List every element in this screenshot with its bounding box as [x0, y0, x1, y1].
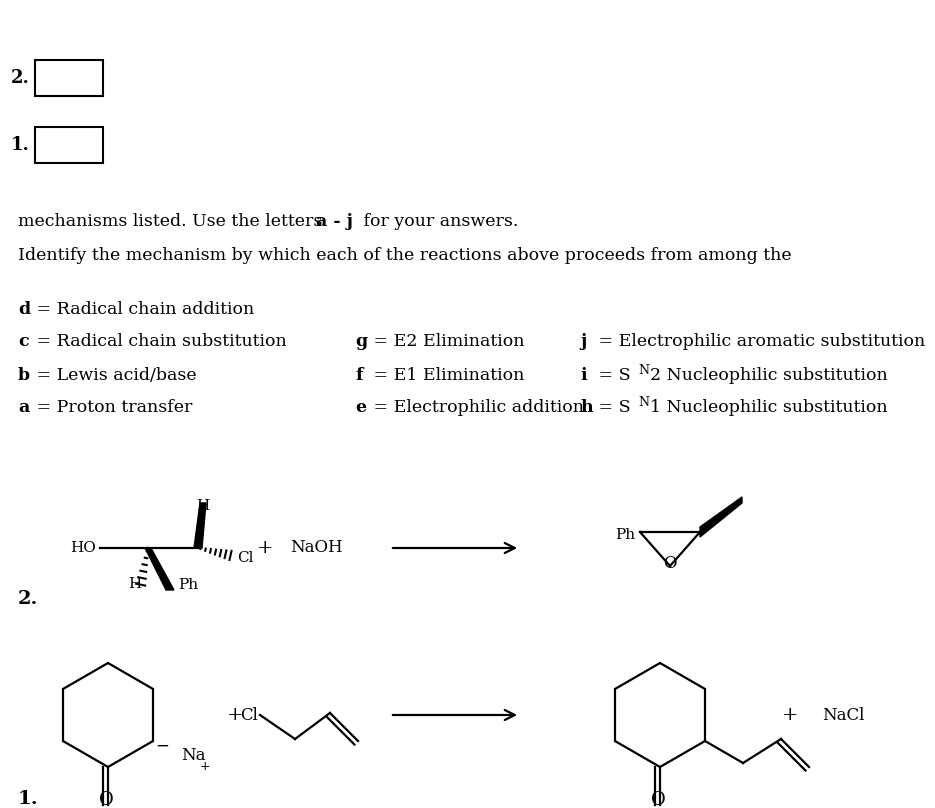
Text: f: f	[355, 367, 363, 384]
Text: 1.: 1.	[11, 136, 30, 154]
Text: −: −	[155, 737, 169, 755]
Text: O: O	[663, 555, 677, 572]
Text: b: b	[18, 367, 30, 384]
Text: = E1 Elimination: = E1 Elimination	[368, 367, 525, 384]
Text: Identify the mechanism by which each of the reactions above proceeds from among : Identify the mechanism by which each of …	[18, 246, 792, 263]
Polygon shape	[194, 503, 206, 548]
Text: Cl: Cl	[237, 551, 253, 565]
Text: = Lewis acid/base: = Lewis acid/base	[31, 367, 196, 384]
Text: a: a	[18, 399, 29, 416]
Text: = Electrophilic aromatic substitution: = Electrophilic aromatic substitution	[593, 334, 926, 351]
Text: H: H	[128, 577, 141, 591]
Text: mechanisms listed. Use the letters: mechanisms listed. Use the letters	[18, 213, 328, 230]
Text: for your answers.: for your answers.	[358, 213, 518, 230]
Text: c: c	[18, 334, 29, 351]
Text: = Radical chain substitution: = Radical chain substitution	[31, 334, 287, 351]
Text: j: j	[580, 334, 586, 351]
Text: = Radical chain addition: = Radical chain addition	[31, 301, 254, 318]
Polygon shape	[700, 497, 742, 537]
Text: Ph: Ph	[615, 528, 635, 542]
Text: a - j: a - j	[316, 213, 352, 230]
Bar	[35, 60, 103, 96]
Text: = E2 Elimination: = E2 Elimination	[368, 334, 525, 351]
Text: e: e	[355, 399, 367, 416]
Text: Na: Na	[181, 747, 206, 764]
Text: +: +	[227, 706, 243, 724]
Polygon shape	[145, 548, 174, 590]
Text: NaOH: NaOH	[290, 540, 342, 557]
Text: Ph: Ph	[178, 578, 198, 592]
Text: +: +	[200, 760, 210, 773]
Text: +: +	[257, 539, 273, 557]
Text: N: N	[638, 364, 649, 377]
Text: NaCl: NaCl	[822, 706, 864, 723]
Text: = S: = S	[593, 399, 630, 416]
Text: O: O	[98, 791, 113, 808]
Text: 2 Nucleophilic substitution: 2 Nucleophilic substitution	[650, 367, 887, 384]
Text: +: +	[782, 706, 798, 724]
Text: d: d	[18, 301, 30, 318]
Text: 2.: 2.	[18, 590, 38, 608]
Text: 1.: 1.	[18, 790, 38, 808]
Text: HO: HO	[70, 541, 96, 555]
Text: h: h	[580, 399, 593, 416]
Text: H: H	[196, 499, 209, 513]
Text: = Proton transfer: = Proton transfer	[31, 399, 193, 416]
Text: Cl: Cl	[240, 706, 258, 723]
Text: = Electrophilic addition: = Electrophilic addition	[368, 399, 584, 416]
Text: i: i	[580, 367, 586, 384]
Text: 1 Nucleophilic substitution: 1 Nucleophilic substitution	[650, 399, 887, 416]
Bar	[35, 127, 103, 163]
Text: = S: = S	[593, 367, 630, 384]
Text: g: g	[355, 334, 367, 351]
Text: N: N	[638, 397, 649, 410]
Text: 2.: 2.	[11, 69, 30, 87]
Text: O: O	[651, 791, 666, 808]
